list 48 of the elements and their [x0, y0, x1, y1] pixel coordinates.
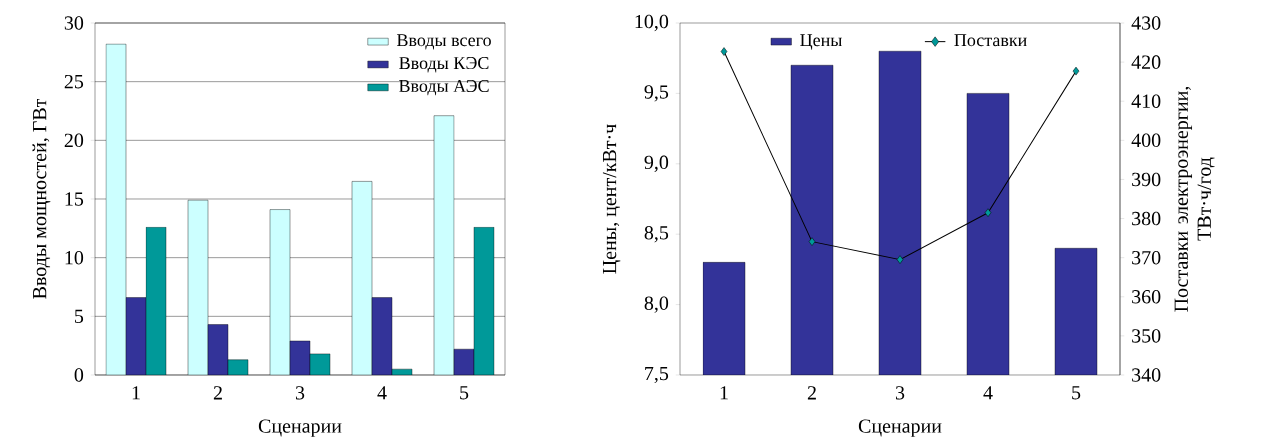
y2-tick-label: 380 — [1132, 211, 1161, 226]
x-tick-label: 3 — [295, 386, 305, 400]
y-tick-label: 30 — [64, 16, 84, 30]
x-axis-title: Сценарии — [258, 419, 342, 437]
y-tick-label: 0 — [74, 368, 84, 382]
y2-tick-label: 340 — [1132, 368, 1161, 382]
x-tick-label: 2 — [807, 386, 816, 400]
legend-label: Вводы КЭС — [399, 57, 489, 73]
x-tick-label: 5 — [460, 386, 469, 400]
y-tick-label: 7,5 — [645, 366, 669, 384]
y2-tick-label: 390 — [1132, 172, 1161, 187]
y-tick-label: 9,5 — [644, 85, 669, 102]
y-tick-label: 8,5 — [644, 226, 669, 243]
legend-label: Поставки — [954, 34, 1027, 47]
y2-tick-label: 410 — [1131, 94, 1161, 108]
x-axis-title: Сценарии — [858, 419, 942, 437]
y-tick-label: 15 — [65, 192, 84, 206]
y2-axis-title: Поставки электроэнергии, ТВт·ч/год — [1174, 86, 1215, 312]
y2-tick-label: 430 — [1131, 16, 1161, 30]
point — [896, 255, 904, 264]
x-tick-label: 3 — [895, 386, 905, 400]
legend-label: Цены — [800, 34, 842, 50]
legend-label: Вводы всего — [396, 34, 491, 50]
x-tick-label: 1 — [720, 386, 728, 400]
point — [808, 237, 816, 246]
x-tick-label: 4 — [983, 386, 993, 400]
y-tick-label: 8,0 — [644, 296, 669, 313]
point — [984, 208, 992, 217]
x-tick-label: 2 — [213, 386, 222, 400]
y-tick-label: 20 — [64, 133, 84, 148]
y-axis-title: Вводы мощностей, ГВт — [32, 98, 51, 299]
y2-tick-label: 420 — [1131, 55, 1161, 69]
y2-tick-label: 400 — [1131, 133, 1161, 148]
point — [720, 47, 728, 56]
x-tick-label: 1 — [132, 386, 140, 400]
point — [1072, 66, 1080, 76]
y-tick-label: 25 — [64, 74, 84, 89]
y-tick-label: 10,0 — [635, 14, 669, 32]
legend-label: Вводы АЭС — [399, 79, 489, 96]
y2-tick-label: 360 — [1132, 290, 1161, 304]
y-axis-title: Цены, цент/кВт·ч — [602, 124, 621, 274]
y-tick-label: 10 — [65, 250, 84, 265]
y2-tick-label: 350 — [1132, 329, 1161, 343]
y2-tick-label: 370 — [1132, 250, 1161, 265]
y-tick-label: 9,0 — [644, 155, 669, 172]
x-tick-label: 5 — [1072, 386, 1081, 400]
y-tick-label: 5 — [75, 309, 84, 323]
x-tick-label: 4 — [377, 386, 387, 400]
